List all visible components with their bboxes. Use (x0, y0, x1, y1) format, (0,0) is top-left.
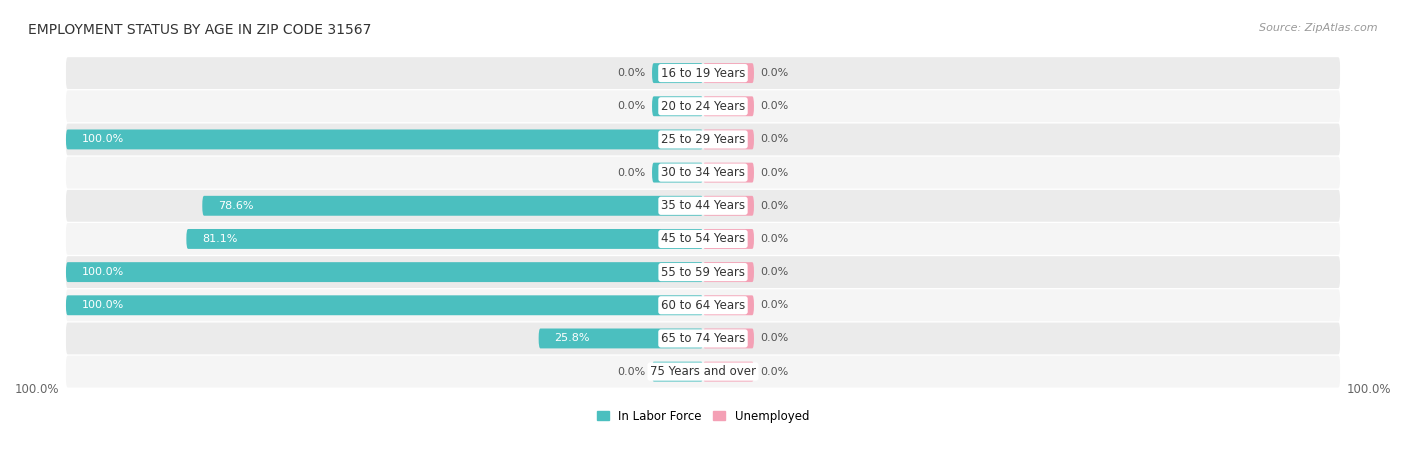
Text: 0.0%: 0.0% (761, 134, 789, 144)
FancyBboxPatch shape (703, 97, 754, 116)
Text: 100.0%: 100.0% (82, 267, 124, 277)
FancyBboxPatch shape (703, 63, 754, 83)
FancyBboxPatch shape (66, 322, 1340, 354)
FancyBboxPatch shape (703, 129, 754, 149)
FancyBboxPatch shape (703, 163, 754, 183)
FancyBboxPatch shape (703, 328, 754, 349)
Text: 0.0%: 0.0% (761, 300, 789, 310)
Text: 55 to 59 Years: 55 to 59 Years (661, 266, 745, 279)
Text: Source: ZipAtlas.com: Source: ZipAtlas.com (1260, 23, 1378, 32)
FancyBboxPatch shape (652, 163, 703, 183)
Legend: In Labor Force, Unemployed: In Labor Force, Unemployed (592, 405, 814, 428)
FancyBboxPatch shape (652, 97, 703, 116)
FancyBboxPatch shape (66, 190, 1340, 222)
Text: 25 to 29 Years: 25 to 29 Years (661, 133, 745, 146)
Text: 0.0%: 0.0% (761, 333, 789, 344)
Text: 100.0%: 100.0% (1347, 382, 1391, 396)
Text: 78.6%: 78.6% (218, 201, 253, 211)
FancyBboxPatch shape (66, 256, 1340, 288)
Text: 75 Years and over: 75 Years and over (650, 365, 756, 378)
FancyBboxPatch shape (187, 229, 703, 249)
Text: 100.0%: 100.0% (15, 382, 59, 396)
FancyBboxPatch shape (66, 124, 1340, 155)
FancyBboxPatch shape (66, 356, 1340, 387)
Text: 30 to 34 Years: 30 to 34 Years (661, 166, 745, 179)
Text: 0.0%: 0.0% (761, 367, 789, 377)
Text: 81.1%: 81.1% (202, 234, 238, 244)
Text: 0.0%: 0.0% (761, 234, 789, 244)
FancyBboxPatch shape (652, 63, 703, 83)
Text: 0.0%: 0.0% (761, 267, 789, 277)
Text: 35 to 44 Years: 35 to 44 Years (661, 199, 745, 212)
FancyBboxPatch shape (703, 229, 754, 249)
Text: 16 to 19 Years: 16 to 19 Years (661, 67, 745, 80)
FancyBboxPatch shape (66, 90, 1340, 122)
Text: 100.0%: 100.0% (82, 300, 124, 310)
FancyBboxPatch shape (66, 290, 1340, 321)
FancyBboxPatch shape (66, 57, 1340, 89)
FancyBboxPatch shape (703, 362, 754, 382)
FancyBboxPatch shape (66, 262, 703, 282)
Text: 0.0%: 0.0% (761, 201, 789, 211)
Text: 0.0%: 0.0% (761, 101, 789, 111)
FancyBboxPatch shape (703, 262, 754, 282)
Text: 20 to 24 Years: 20 to 24 Years (661, 100, 745, 113)
FancyBboxPatch shape (538, 328, 703, 349)
Text: 0.0%: 0.0% (617, 168, 645, 178)
FancyBboxPatch shape (202, 196, 703, 216)
FancyBboxPatch shape (703, 196, 754, 216)
Text: 0.0%: 0.0% (761, 68, 789, 78)
Text: 0.0%: 0.0% (617, 68, 645, 78)
FancyBboxPatch shape (66, 156, 1340, 189)
FancyBboxPatch shape (66, 295, 703, 315)
Text: EMPLOYMENT STATUS BY AGE IN ZIP CODE 31567: EMPLOYMENT STATUS BY AGE IN ZIP CODE 315… (28, 23, 371, 37)
Text: 60 to 64 Years: 60 to 64 Years (661, 299, 745, 312)
FancyBboxPatch shape (703, 295, 754, 315)
FancyBboxPatch shape (66, 223, 1340, 255)
Text: 45 to 54 Years: 45 to 54 Years (661, 232, 745, 245)
FancyBboxPatch shape (66, 129, 703, 149)
Text: 65 to 74 Years: 65 to 74 Years (661, 332, 745, 345)
Text: 0.0%: 0.0% (617, 367, 645, 377)
Text: 100.0%: 100.0% (82, 134, 124, 144)
Text: 0.0%: 0.0% (761, 168, 789, 178)
Text: 25.8%: 25.8% (554, 333, 591, 344)
Text: 0.0%: 0.0% (617, 101, 645, 111)
FancyBboxPatch shape (652, 362, 703, 382)
